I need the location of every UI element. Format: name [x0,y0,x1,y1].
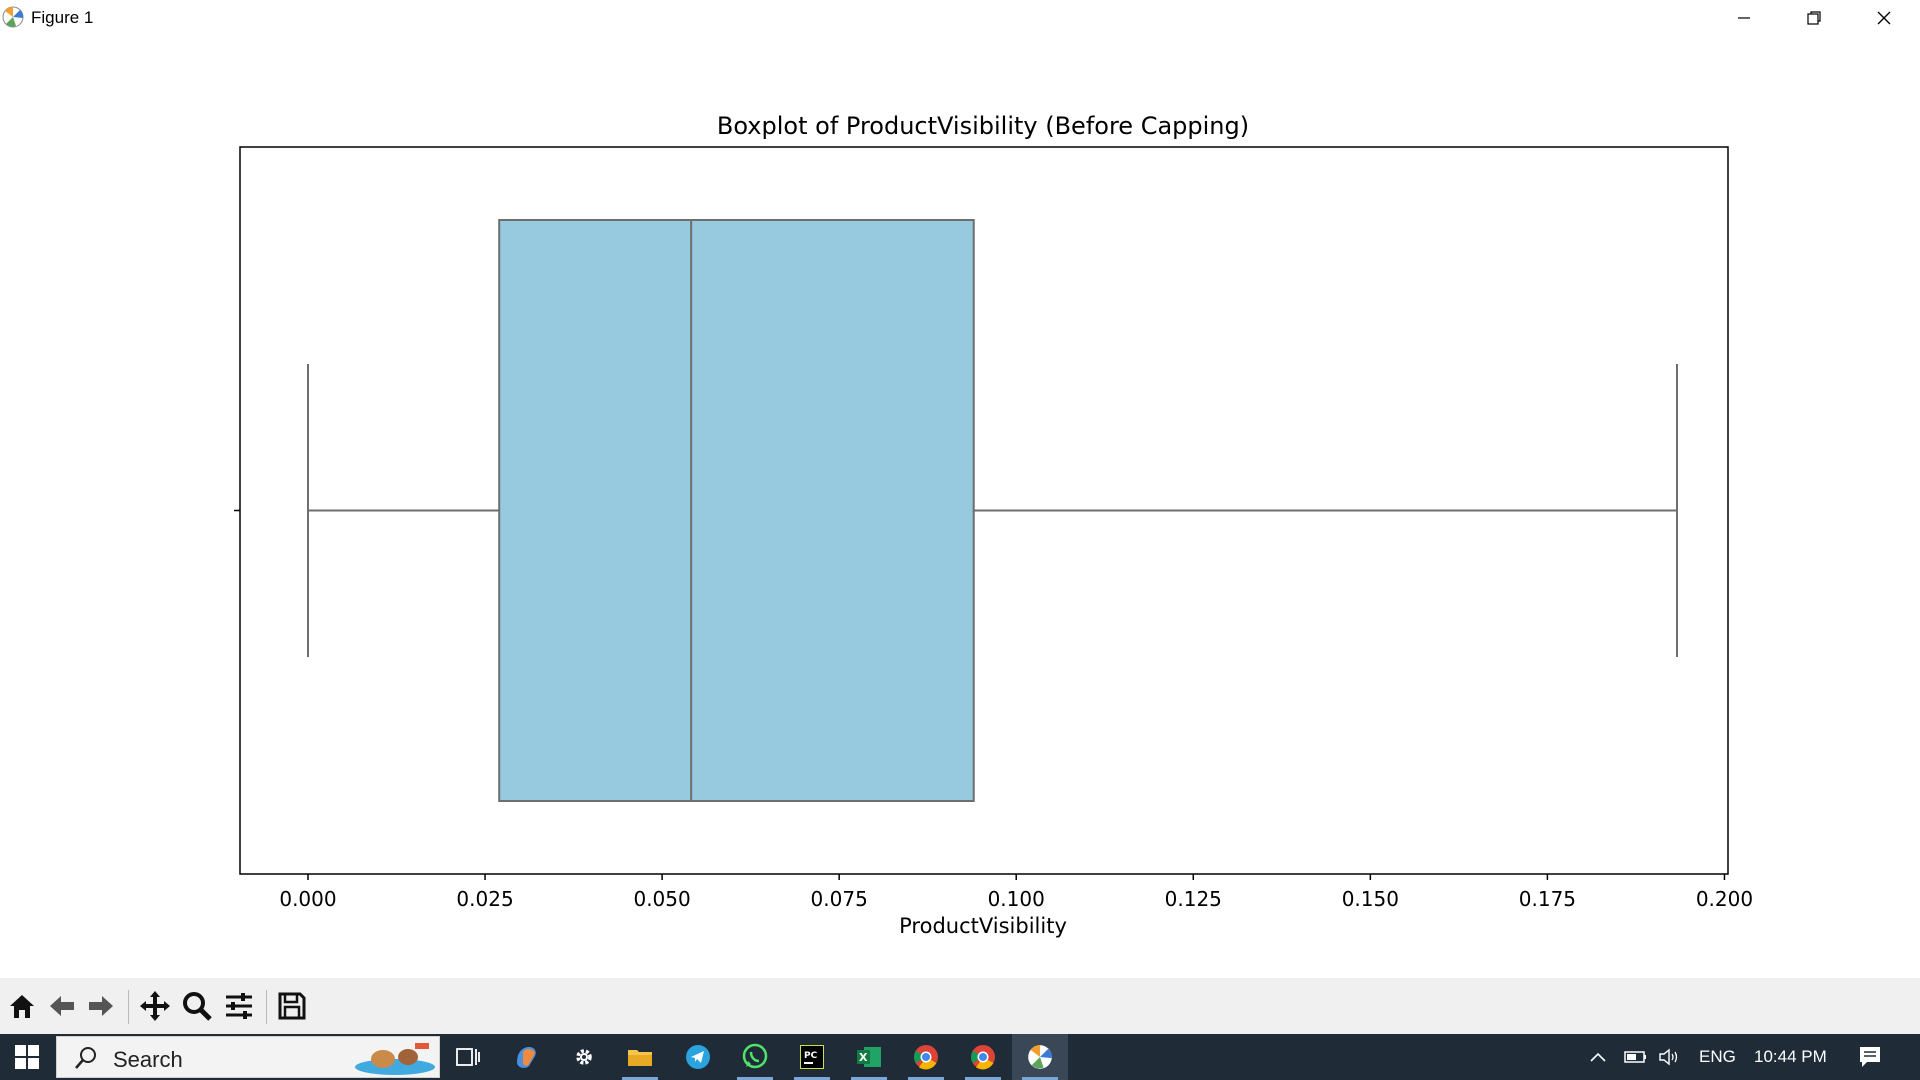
back-button[interactable] [44,988,80,1024]
taskbar-app-telegram[interactable] [670,1034,726,1080]
tray-clock[interactable]: 10:44 PM [1754,1047,1827,1066]
running-indicator [908,1077,944,1080]
copilot-icon [517,1047,536,1068]
x-tick-label: 0.075 [811,887,868,911]
x-axis-label: ProductVisibility [899,914,1067,938]
x-tick-label: 0.050 [633,887,690,911]
tray-volume[interactable] [1642,1034,1698,1080]
home-icon [10,995,34,1018]
navigation-toolbar [0,978,1920,1034]
pan-icon [140,991,170,1021]
minimize-icon [1738,17,1750,19]
zoom-icon [183,992,212,1021]
task-view-button[interactable] [440,1034,496,1080]
pan-button[interactable] [137,988,173,1024]
x-tick-label: 0.150 [1342,887,1399,911]
figure-canvas[interactable]: Boxplot of ProductVisibility (Before Cap… [0,36,1920,978]
taskbar-app-copilot[interactable] [498,1034,554,1080]
taskbar-app-pycharm[interactable]: PC [784,1034,840,1080]
gear-icon [576,1049,592,1065]
close-button[interactable] [1849,0,1919,36]
minimize-button[interactable] [1709,0,1779,36]
folder-icon [628,1050,652,1066]
search-placeholder: Search [113,1047,183,1072]
matplotlib-app-icon [2,6,24,28]
boxplot-chart: Boxplot of ProductVisibility (Before Cap… [234,112,1753,938]
tray-overflow-button[interactable] [1572,1034,1624,1080]
running-indicator [794,1077,830,1080]
start-button[interactable] [0,1034,54,1080]
taskbar-app-file-explorer[interactable] [612,1034,668,1080]
x-tick-label: 0.200 [1696,887,1753,911]
x-tick-label: 0.100 [988,887,1045,911]
speaker-icon [1659,1048,1678,1066]
window-title: Figure 1 [31,8,94,27]
windows-logo-icon [15,1045,39,1069]
taskbar-app-excel[interactable]: X [841,1034,897,1080]
x-tick-label: 0.025 [456,887,513,911]
close-icon [1877,11,1891,25]
taskbar-search-box[interactable]: Search [56,1036,440,1078]
chrome-icon [914,1045,938,1070]
chrome-icon [971,1045,995,1070]
action-center-button[interactable] [1842,1034,1898,1080]
forward-button[interactable] [83,988,119,1024]
x-tick-label: 0.175 [1519,887,1576,911]
taskbar-app-chrome-2[interactable] [955,1034,1011,1080]
pycharm-icon: PC [800,1045,824,1069]
whatsapp-icon [742,1043,768,1069]
running-indicator [965,1077,1001,1080]
window-titlebar: Figure 1 [0,0,1920,36]
toolbar-separator [128,990,129,1024]
taskbar-app-whatsapp[interactable] [727,1034,783,1080]
configure-subplots-icon [226,993,252,1019]
x-tick-label: 0.000 [279,887,336,911]
task-view-icon [456,1048,480,1066]
svg-text:X: X [859,1051,868,1064]
tray-language[interactable]: ENG [1699,1047,1736,1066]
matplotlib-icon [1028,1045,1052,1069]
taskbar-app-chrome-1[interactable] [898,1034,954,1080]
x-tick-label: 0.125 [1165,887,1222,911]
save-button[interactable] [274,988,310,1024]
restore-icon [1807,11,1821,25]
svg-text:PC: PC [804,1051,818,1061]
battery-icon [1624,1051,1646,1063]
taskbar-app-matplotlib[interactable] [1012,1034,1068,1080]
search-highlight-illustration-icon [355,1043,435,1075]
forward-arrow-icon [89,996,113,1016]
configure-subplots-button[interactable] [221,988,257,1024]
running-indicator [1022,1077,1058,1080]
excel-icon: X [857,1047,881,1067]
windows-taskbar: Search PC X [0,1034,1920,1080]
iqr-box [498,219,975,802]
tray-battery[interactable] [1608,1034,1664,1080]
search-icon [75,1047,96,1069]
restore-button[interactable] [1779,0,1849,36]
telegram-icon [686,1045,710,1069]
save-icon [278,992,306,1020]
toolbar-separator [266,990,267,1024]
taskbar-app-settings[interactable] [556,1034,612,1080]
chevron-up-icon [1590,1052,1606,1062]
home-button[interactable] [4,988,40,1024]
running-indicator [622,1077,658,1080]
chart-title: Boxplot of ProductVisibility (Before Cap… [717,112,1249,140]
running-indicator [737,1077,773,1080]
back-arrow-icon [50,996,74,1016]
zoom-button[interactable] [179,988,215,1024]
running-indicator [851,1077,887,1080]
notification-icon [1860,1047,1880,1067]
